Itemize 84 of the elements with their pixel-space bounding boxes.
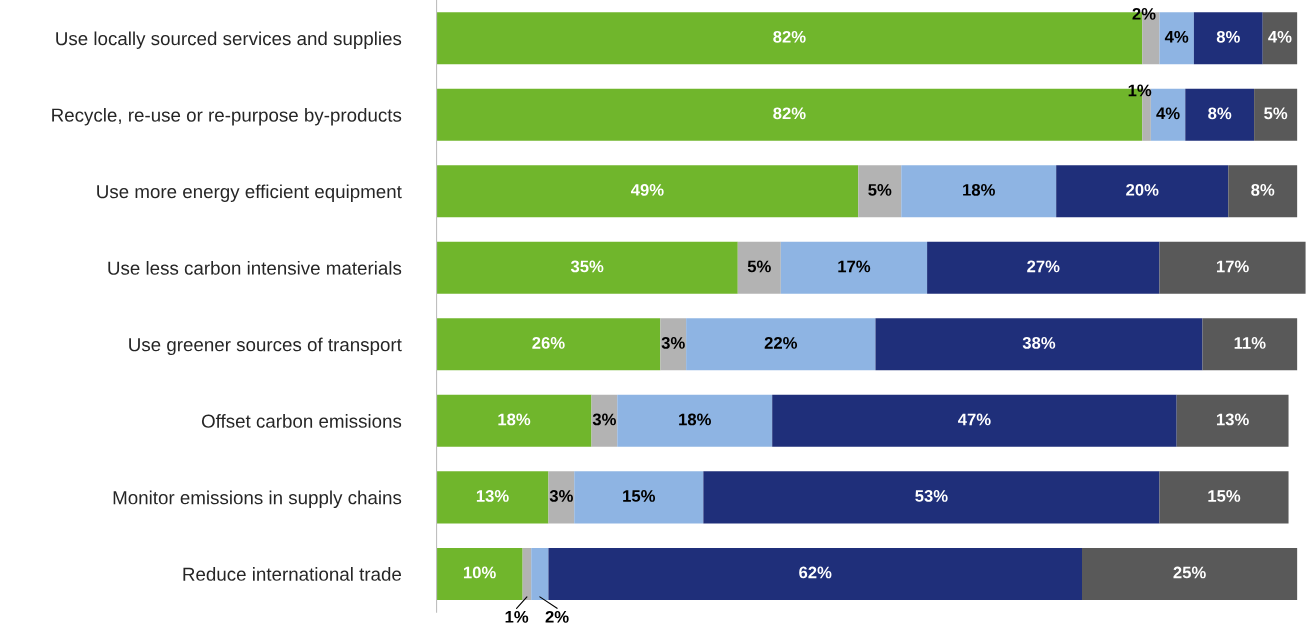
bar xyxy=(1228,165,1298,218)
data-label: 5% xyxy=(1264,107,1288,120)
y-tick-label: Use less carbon intensive materials xyxy=(108,261,402,275)
bar xyxy=(436,318,661,371)
bar xyxy=(1159,471,1289,524)
bar xyxy=(703,471,1160,524)
bar xyxy=(660,318,687,371)
y-tick-label: Use more energy efficient equipment xyxy=(97,184,402,202)
data-label: 8% xyxy=(1216,30,1240,43)
data-label: 3% xyxy=(592,413,616,426)
bar xyxy=(1193,12,1263,65)
data-label: 15% xyxy=(623,490,656,502)
data-label: 82% xyxy=(773,107,806,120)
bar xyxy=(436,241,738,294)
y-tick-label: Use locally sourced services and supplies xyxy=(56,31,402,49)
bar xyxy=(1056,165,1229,218)
data-label: 27% xyxy=(1027,260,1060,273)
bar xyxy=(1254,88,1298,141)
data-label: 17% xyxy=(1216,260,1249,273)
bar xyxy=(737,241,781,294)
data-label: 4% xyxy=(1268,30,1292,43)
data-label: 49% xyxy=(630,183,664,196)
data-label: 22% xyxy=(764,337,798,349)
bar xyxy=(591,394,618,447)
bar xyxy=(617,394,773,447)
data-label: 15% xyxy=(1208,490,1241,502)
bar xyxy=(531,547,549,600)
bar xyxy=(1159,12,1194,65)
data-label: 18% xyxy=(679,413,711,426)
data-label: 62% xyxy=(799,566,832,579)
data-label: 47% xyxy=(958,413,991,426)
bar xyxy=(436,547,523,600)
bar xyxy=(780,241,928,294)
bar xyxy=(1176,394,1289,447)
bar xyxy=(1185,88,1255,141)
data-label: 18% xyxy=(498,413,531,426)
data-label: 25% xyxy=(1173,566,1206,579)
bar xyxy=(436,394,592,447)
y-tick-label: Offset carbon emissions xyxy=(201,414,402,428)
y-tick-label: Use greener sources of transport xyxy=(129,337,402,356)
data-label: 53% xyxy=(915,490,948,502)
bar xyxy=(901,165,1057,218)
data-label: 13% xyxy=(1216,413,1249,426)
data-label: 18% xyxy=(963,183,995,196)
data-label: 3% xyxy=(661,337,685,349)
y-tick-label: Monitor emissions in supply chains xyxy=(113,490,402,509)
data-label: 10% xyxy=(463,566,496,579)
bar xyxy=(858,165,902,218)
bar xyxy=(1159,241,1306,294)
bar xyxy=(927,241,1160,294)
data-label: 4% xyxy=(1164,30,1189,43)
bar xyxy=(548,547,1082,600)
bar xyxy=(522,547,532,600)
bar xyxy=(1150,88,1186,141)
data-label: 1% xyxy=(505,610,529,623)
data-label: 17% xyxy=(838,260,871,273)
data-label: 11% xyxy=(1234,337,1266,349)
bar xyxy=(772,394,1177,447)
y-tick-label: Recycle, re-use or re-purpose by-products xyxy=(52,107,402,126)
data-label: 13% xyxy=(476,490,509,502)
data-label: 26% xyxy=(532,337,565,349)
bar xyxy=(548,471,575,524)
bar xyxy=(1262,12,1298,65)
data-label: 3% xyxy=(549,490,573,502)
bar xyxy=(436,471,549,524)
data-label: 82% xyxy=(773,30,806,43)
bar xyxy=(436,165,859,218)
data-label: 4% xyxy=(1156,107,1180,120)
bar xyxy=(686,318,876,371)
data-label: 2% xyxy=(1132,7,1156,20)
data-label: 5% xyxy=(868,184,892,196)
bar xyxy=(1202,318,1298,371)
data-label: 8% xyxy=(1251,183,1275,196)
data-label: 38% xyxy=(1022,337,1056,349)
bar xyxy=(574,471,704,524)
data-label: 2% xyxy=(545,610,569,623)
bar xyxy=(875,318,1203,371)
data-label: 1% xyxy=(1128,84,1152,97)
data-label: 8% xyxy=(1208,107,1232,120)
data-label: 5% xyxy=(747,260,771,273)
data-label: 20% xyxy=(1126,183,1159,196)
bar xyxy=(1082,547,1298,600)
y-tick-label: Reduce international trade xyxy=(183,567,402,581)
data-label: 35% xyxy=(570,260,604,273)
